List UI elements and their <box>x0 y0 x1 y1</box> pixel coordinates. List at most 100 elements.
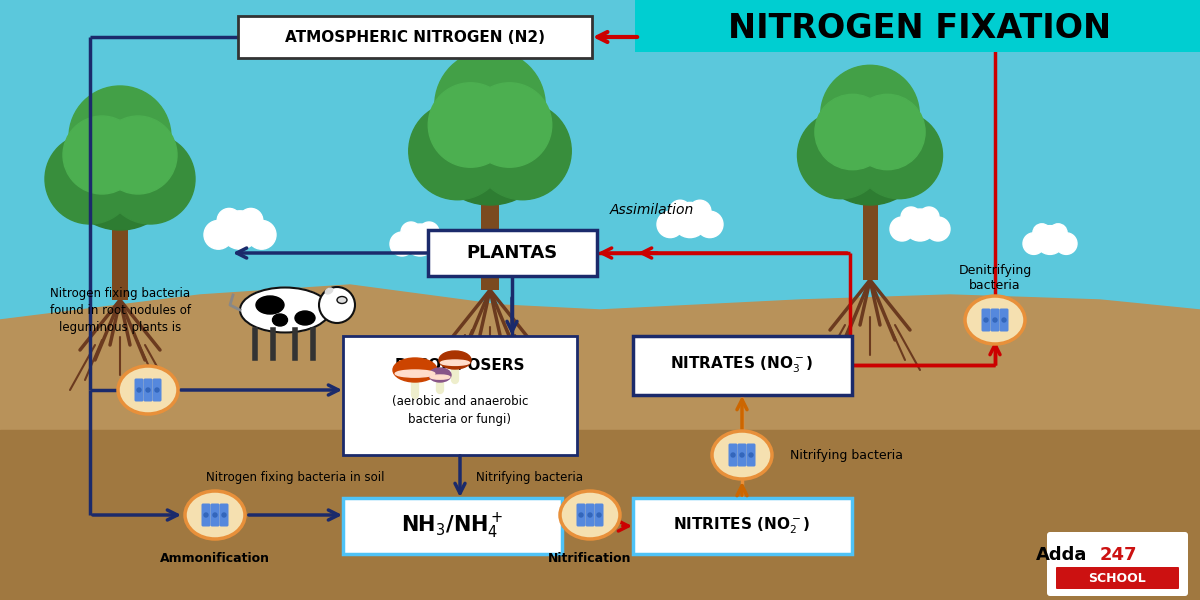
Circle shape <box>146 388 150 392</box>
Ellipse shape <box>272 314 288 326</box>
Text: PLANTAS: PLANTAS <box>467 244 558 262</box>
FancyBboxPatch shape <box>1056 567 1178 589</box>
Text: DECOMPOSERS: DECOMPOSERS <box>395 358 526 373</box>
Circle shape <box>658 211 684 238</box>
Ellipse shape <box>440 360 469 365</box>
Circle shape <box>670 200 691 222</box>
Circle shape <box>740 453 744 457</box>
Circle shape <box>798 112 884 199</box>
Circle shape <box>984 318 988 322</box>
Circle shape <box>926 217 950 241</box>
FancyBboxPatch shape <box>586 503 594 527</box>
Ellipse shape <box>295 311 314 325</box>
Text: (aerobic and anaerobic
bacteria or fungi): (aerobic and anaerobic bacteria or fungi… <box>392 395 528 425</box>
Circle shape <box>749 453 754 457</box>
Circle shape <box>222 513 226 517</box>
Bar <box>635 0 1200 52</box>
Circle shape <box>598 513 601 517</box>
Circle shape <box>247 220 276 249</box>
Circle shape <box>580 513 583 517</box>
Text: Nitrogen fixing bacteria in soil: Nitrogen fixing bacteria in soil <box>205 472 384 485</box>
Circle shape <box>919 207 940 227</box>
Circle shape <box>1033 224 1051 242</box>
FancyBboxPatch shape <box>1046 532 1188 596</box>
Circle shape <box>217 208 241 232</box>
FancyBboxPatch shape <box>144 379 152 401</box>
Text: NH$_3$/NH$_4^+$: NH$_3$/NH$_4^+$ <box>401 511 503 541</box>
Circle shape <box>588 513 592 517</box>
FancyBboxPatch shape <box>576 503 586 527</box>
Ellipse shape <box>325 288 332 294</box>
Circle shape <box>812 89 928 205</box>
Circle shape <box>1022 233 1044 254</box>
Ellipse shape <box>395 370 434 377</box>
Circle shape <box>1049 224 1067 242</box>
Text: Adda: Adda <box>1036 546 1087 564</box>
Circle shape <box>890 217 914 241</box>
FancyBboxPatch shape <box>152 379 162 401</box>
Ellipse shape <box>430 375 450 379</box>
Circle shape <box>1056 233 1078 254</box>
Ellipse shape <box>240 287 330 332</box>
FancyBboxPatch shape <box>746 443 756 467</box>
Circle shape <box>390 232 414 256</box>
Circle shape <box>204 513 208 517</box>
Circle shape <box>64 116 142 194</box>
Circle shape <box>319 287 355 323</box>
Ellipse shape <box>430 368 451 382</box>
Circle shape <box>672 202 708 238</box>
Ellipse shape <box>118 366 178 414</box>
Bar <box>863 190 878 280</box>
Text: NITRATES (NO$_3^-$): NITRATES (NO$_3^-$) <box>671 355 814 375</box>
Text: Nitrifying bacteria: Nitrifying bacteria <box>790 449 904 461</box>
Text: Denitrifying
bacteria: Denitrifying bacteria <box>959 264 1032 292</box>
Circle shape <box>70 86 172 188</box>
Text: NITRITES (NO$_2^-$): NITRITES (NO$_2^-$) <box>673 516 811 536</box>
Circle shape <box>419 222 439 242</box>
Text: Nitrification: Nitrification <box>548 551 631 565</box>
Circle shape <box>60 110 180 230</box>
Text: SCHOOL: SCHOOL <box>1088 571 1146 584</box>
Circle shape <box>426 232 450 256</box>
Circle shape <box>821 65 919 164</box>
Circle shape <box>221 211 259 249</box>
Circle shape <box>901 207 922 227</box>
FancyBboxPatch shape <box>738 443 746 467</box>
Circle shape <box>904 209 936 241</box>
Circle shape <box>404 224 436 256</box>
Circle shape <box>425 75 554 205</box>
Ellipse shape <box>965 296 1025 344</box>
Circle shape <box>467 83 552 167</box>
Circle shape <box>731 453 734 457</box>
Text: Nitrogen fixing bacteria
found in root nodules of
leguminous plants is: Nitrogen fixing bacteria found in root n… <box>49 286 191 334</box>
FancyBboxPatch shape <box>210 503 220 527</box>
Text: NITROGEN FIXATION: NITROGEN FIXATION <box>728 11 1111 44</box>
Bar <box>112 215 128 300</box>
Circle shape <box>428 83 512 167</box>
FancyBboxPatch shape <box>343 498 562 554</box>
FancyBboxPatch shape <box>202 503 210 527</box>
FancyBboxPatch shape <box>1000 308 1008 331</box>
Text: Assimilation: Assimilation <box>610 203 695 217</box>
Circle shape <box>1036 226 1064 254</box>
Circle shape <box>214 513 217 517</box>
FancyBboxPatch shape <box>220 503 228 527</box>
FancyBboxPatch shape <box>634 498 852 554</box>
Circle shape <box>401 222 421 242</box>
Circle shape <box>98 116 178 194</box>
Ellipse shape <box>712 431 772 479</box>
Circle shape <box>155 388 158 392</box>
Text: Ammonification: Ammonification <box>160 551 270 565</box>
Circle shape <box>474 102 571 200</box>
FancyBboxPatch shape <box>238 16 592 58</box>
Circle shape <box>856 112 942 199</box>
FancyBboxPatch shape <box>634 336 852 395</box>
Circle shape <box>1002 318 1006 322</box>
Circle shape <box>106 134 194 224</box>
Circle shape <box>46 134 134 224</box>
Ellipse shape <box>439 351 470 369</box>
Circle shape <box>815 94 890 170</box>
Ellipse shape <box>560 491 620 539</box>
Circle shape <box>137 388 142 392</box>
Circle shape <box>434 50 545 161</box>
